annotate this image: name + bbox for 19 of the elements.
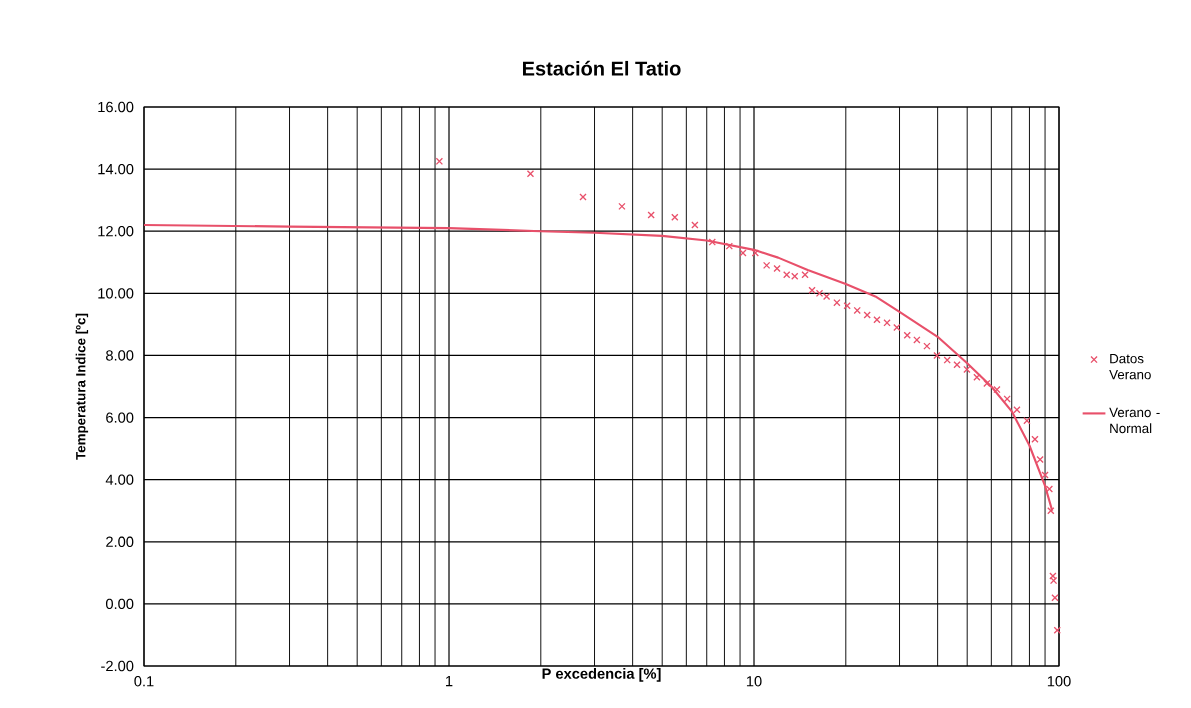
x-tick-label: 100 xyxy=(1047,676,1071,687)
x-tick-label: 1 xyxy=(446,676,453,687)
y-tick-label: 4.00 xyxy=(105,474,134,485)
y-tick-label: 8.00 xyxy=(106,350,134,361)
legend-label: Verano - Normal xyxy=(1109,407,1160,434)
y-tick-label: 16.00 xyxy=(98,101,134,113)
y-tick-label: -2.00 xyxy=(101,660,134,672)
x-tick-label: 0.1 xyxy=(134,676,154,687)
y-tick-label: 2.00 xyxy=(106,536,134,547)
x-axis-title: P excedencia [%] xyxy=(542,668,661,682)
y-tick-label: 6.00 xyxy=(106,412,134,423)
legend-label: Datos Verano xyxy=(1109,353,1151,380)
x-tick-label: 10 xyxy=(746,676,762,687)
y-tick-label: 12.00 xyxy=(98,226,134,237)
y-axis-title: Temperatura Indice [ºc] xyxy=(75,313,89,460)
y-tick-label: 10.00 xyxy=(98,288,134,299)
y-tick-label: 14.00 xyxy=(98,163,134,175)
y-tick-label: 0.00 xyxy=(105,598,134,610)
chart-title: Estación El Tatio xyxy=(523,60,681,76)
